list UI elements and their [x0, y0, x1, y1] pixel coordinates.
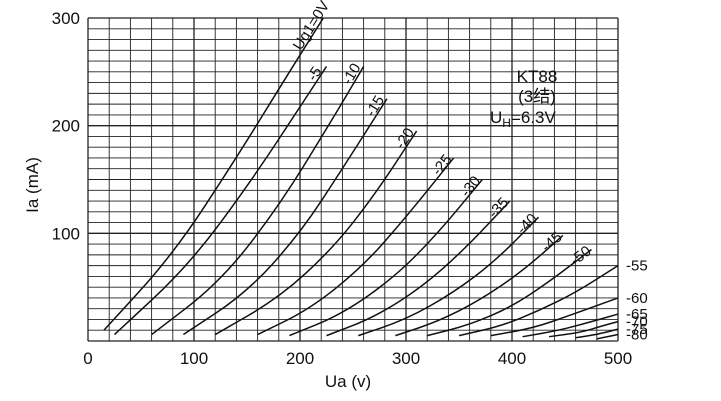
curve-label: -35: [485, 194, 512, 221]
curve-line: [326, 200, 511, 337]
tick-labels: 0 100 200 300 400 500 100 200 300: [52, 9, 633, 368]
curve-label: -75: [626, 321, 648, 338]
y-tick-label: 100: [52, 224, 80, 243]
x-axis-title: Ua (v): [325, 372, 371, 391]
curve-label: -55: [626, 258, 648, 275]
curve-line: [522, 313, 619, 338]
heater-subscript: H: [502, 116, 511, 130]
y-axis-title: Ia (mA): [23, 157, 42, 213]
curve-label: -60: [626, 290, 648, 307]
curves: [103, 17, 619, 340]
heater-symbol: U: [490, 108, 502, 127]
curve-line: [289, 179, 483, 337]
curve-line: [458, 264, 619, 337]
curve-line: [113, 66, 328, 336]
curve-labels: Ug1=0V-5 -10-15-20-25-30-35-40-45-50 -55-6…: [290, 0, 648, 344]
grid: [87, 17, 619, 342]
tube-name: KT88: [517, 67, 558, 86]
curve-line: [151, 66, 365, 336]
curve-line: [548, 320, 619, 338]
y-tick-label: 200: [52, 117, 80, 136]
curve-label: -45: [538, 229, 566, 256]
curve-line: [257, 157, 455, 336]
curve-line: [596, 333, 619, 340]
y-tick-label: 300: [52, 9, 80, 28]
curve-label: -25: [429, 151, 456, 179]
curve-label: -70: [626, 314, 648, 331]
curve-line: [103, 17, 324, 331]
x-tick-label: 200: [286, 349, 314, 368]
curve-line: [427, 248, 592, 337]
x-tick-label: 0: [83, 349, 92, 368]
curve-label: -80: [626, 327, 648, 344]
heater-value: =6.3V: [511, 108, 557, 127]
x-tick-label: 100: [180, 349, 208, 368]
x-tick-label: 300: [392, 349, 420, 368]
curve-line: [490, 297, 619, 337]
curve-line: [395, 234, 564, 337]
curve-label: -15: [362, 93, 388, 120]
curve-line: [358, 216, 540, 337]
curve-line: [575, 328, 619, 339]
curve-label: -65: [626, 306, 648, 323]
curve-label: Ug1=0V: [290, 0, 334, 53]
heater-voltage: UH=6.3V: [490, 108, 557, 130]
curve-label: -20: [392, 125, 418, 152]
curve-label: -5: [304, 64, 326, 84]
tube-info-box: KT88 (3结) UH=6.3V: [490, 67, 557, 130]
curve-line: [214, 130, 418, 336]
tube-pin-note: (3结): [518, 87, 556, 106]
curve-label: -30: [457, 173, 484, 201]
curve-line: [182, 98, 388, 336]
x-tick-label: 500: [604, 349, 632, 368]
x-tick-label: 400: [498, 349, 526, 368]
